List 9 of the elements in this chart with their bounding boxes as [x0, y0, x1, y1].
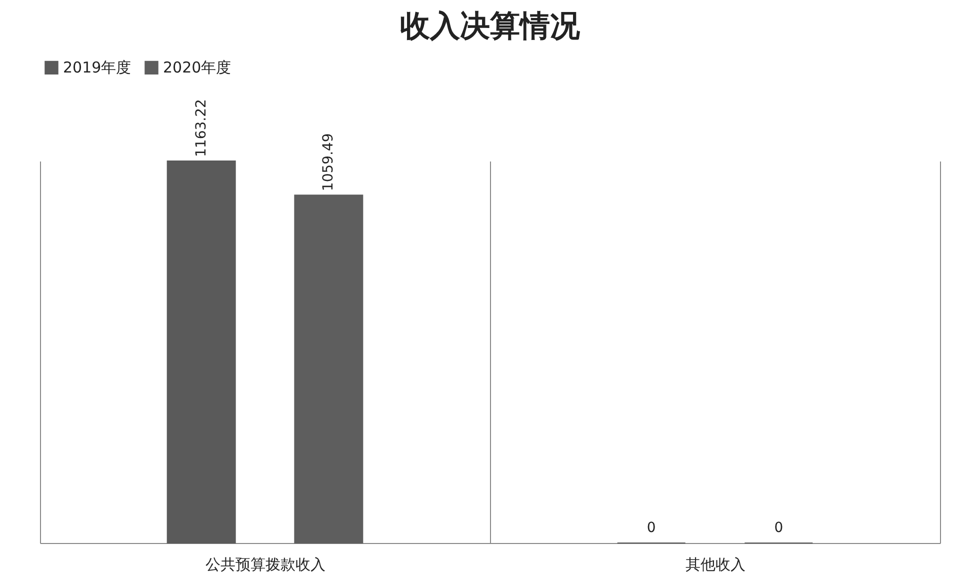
data-label: 1059.49 [320, 133, 337, 192]
x-tick-label: 公共预算拨款收入 [206, 556, 326, 574]
data-label: 0 [646, 520, 656, 536]
data-label: 0 [774, 520, 784, 536]
legend-label: 2019年度 [63, 58, 132, 77]
x-tick-label: 其他收入 [686, 556, 746, 574]
legend-label: 2020年度 [163, 58, 232, 77]
data-label: 1163.22 [193, 99, 210, 157]
chart-title: 收入决算情况 [400, 9, 581, 44]
